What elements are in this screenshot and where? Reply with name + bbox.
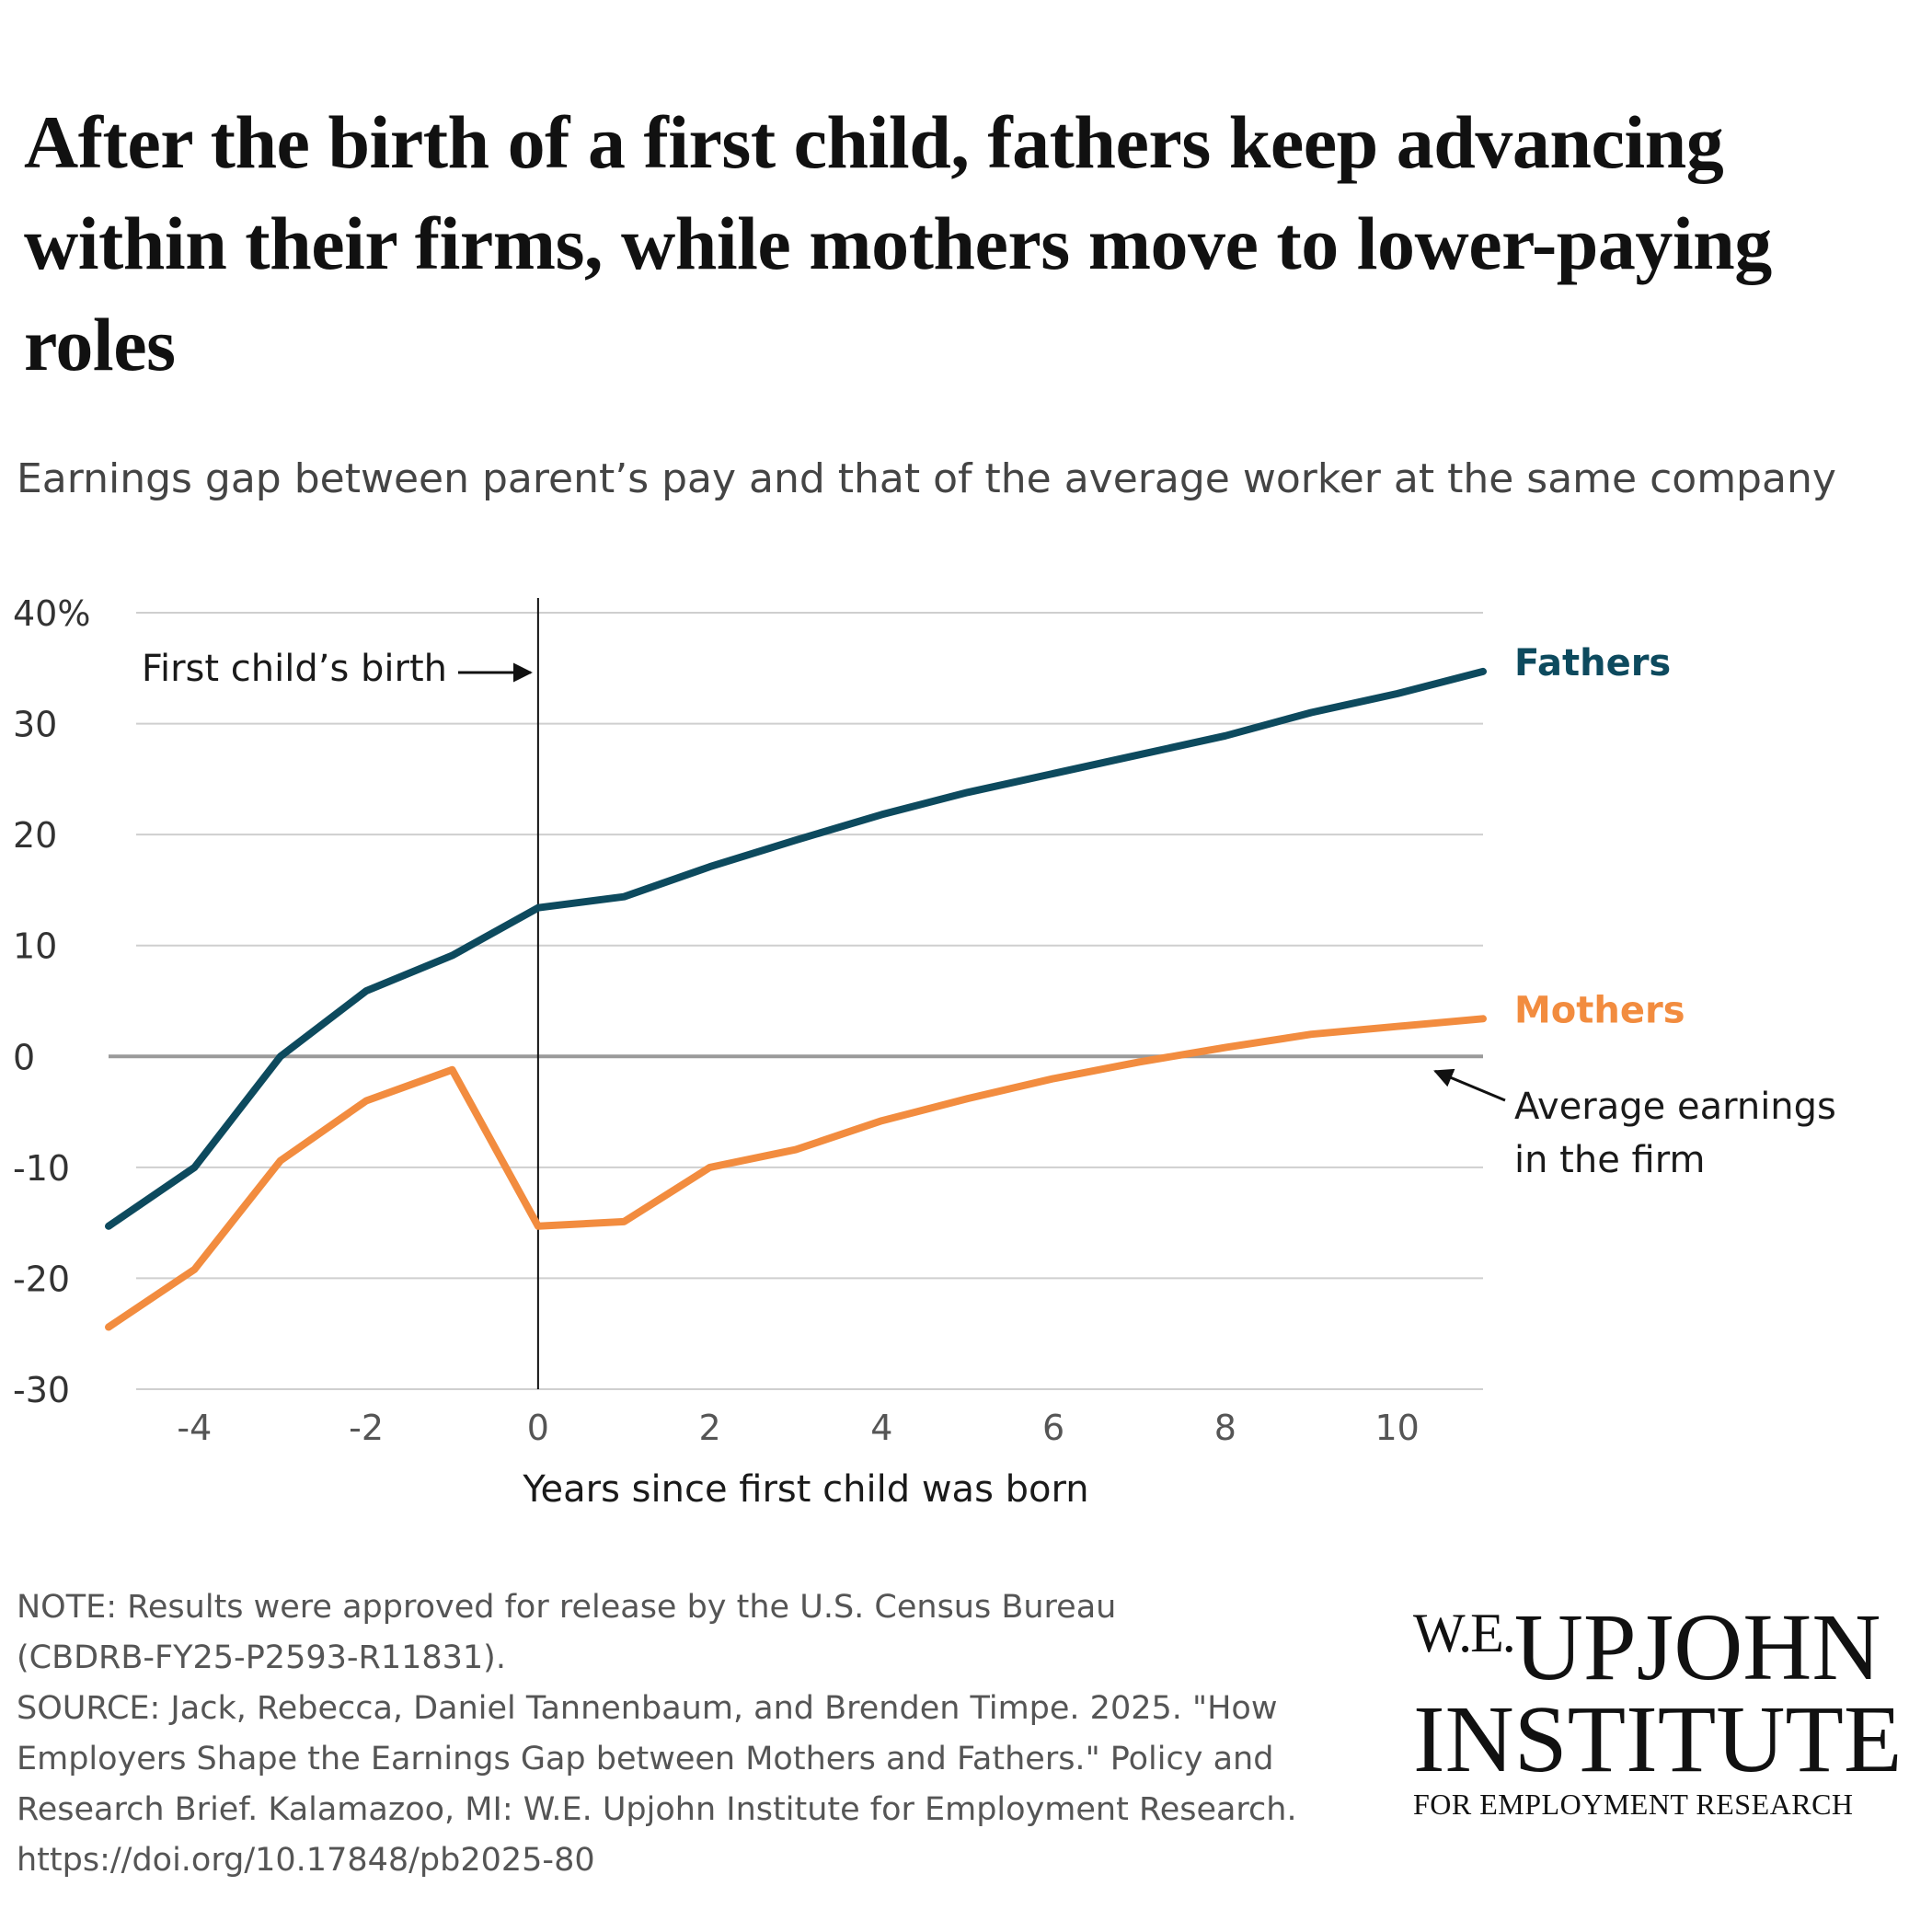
logo-prefix: W.E. <box>1413 1603 1516 1663</box>
x-tick-label: 4 <box>870 1408 892 1448</box>
series-line-mothers <box>105 1015 1487 1331</box>
y-tick-label: -20 <box>13 1259 70 1299</box>
series-lines <box>105 667 1487 1331</box>
x-tick-label: -2 <box>349 1408 384 1448</box>
note-line: (CBDRB-FY25-P2593-R11831). <box>17 1639 506 1676</box>
average-annotation-line2: in the firm <box>1514 1139 1705 1181</box>
y-tick-label: 0 <box>13 1037 35 1077</box>
legend-mothers: Mothers <box>1514 989 1685 1031</box>
y-tick-label: 40% <box>13 593 90 634</box>
y-tick-label: 10 <box>13 926 57 967</box>
average-arrow-icon <box>1433 1068 1506 1102</box>
x-tick-label: 2 <box>699 1408 721 1448</box>
y-tick-label: -30 <box>13 1370 70 1410</box>
chart-subtitle: Earnings gap between parent’s pay and th… <box>17 455 1836 502</box>
y-tick-label: 20 <box>13 815 57 856</box>
source-line: Research Brief. Kalamazoo, MI: W.E. Upjo… <box>17 1791 1297 1828</box>
x-axis-label: Years since first child was born <box>522 1468 1088 1511</box>
grid-lines <box>109 612 1483 1390</box>
chart-title: After the birth of a first child, father… <box>24 100 1772 386</box>
legend-fathers: Fathers <box>1514 642 1671 684</box>
y-tick-label: -10 <box>13 1148 70 1189</box>
x-tick-label: 8 <box>1214 1408 1236 1448</box>
logo-word2: INSTITUTE <box>1413 1686 1903 1792</box>
y-tick-label: 30 <box>13 705 57 745</box>
birth-annotation: First child’s birth <box>142 648 447 690</box>
note-line: NOTE: Results were approved for release … <box>17 1589 1117 1626</box>
source-line: SOURCE: Jack, Rebecca, Daniel Tannenbaum… <box>17 1690 1278 1727</box>
y-axis-ticks: 40% 30 20 10 0 -10 -20 -30 <box>13 593 90 1410</box>
source-line: Employers Shape the Earnings Gap between… <box>17 1741 1274 1777</box>
x-tick-label: 0 <box>527 1408 549 1448</box>
x-tick-label: 6 <box>1042 1408 1064 1448</box>
x-tick-label: -4 <box>177 1408 212 1448</box>
x-tick-label: 10 <box>1374 1408 1419 1448</box>
logo-word1: UPJOHN <box>1513 1594 1881 1700</box>
x-axis-ticks: -4 -2 0 2 4 6 8 10 <box>177 1408 1419 1448</box>
notes-block: NOTE: Results were approved for release … <box>17 1582 1378 1886</box>
doi-link[interactable]: https://doi.org/10.17848/pb2025-80 <box>17 1842 595 1879</box>
logo-tagline: FOR EMPLOYMENT RESEARCH <box>1413 1788 1854 1821</box>
upjohn-logo: W.E.UPJOHN INSTITUTE FOR EMPLOYMENT RESE… <box>1413 1587 1910 1823</box>
average-annotation-line1: Average earnings <box>1514 1086 1836 1128</box>
series-line-fathers <box>105 667 1487 1230</box>
